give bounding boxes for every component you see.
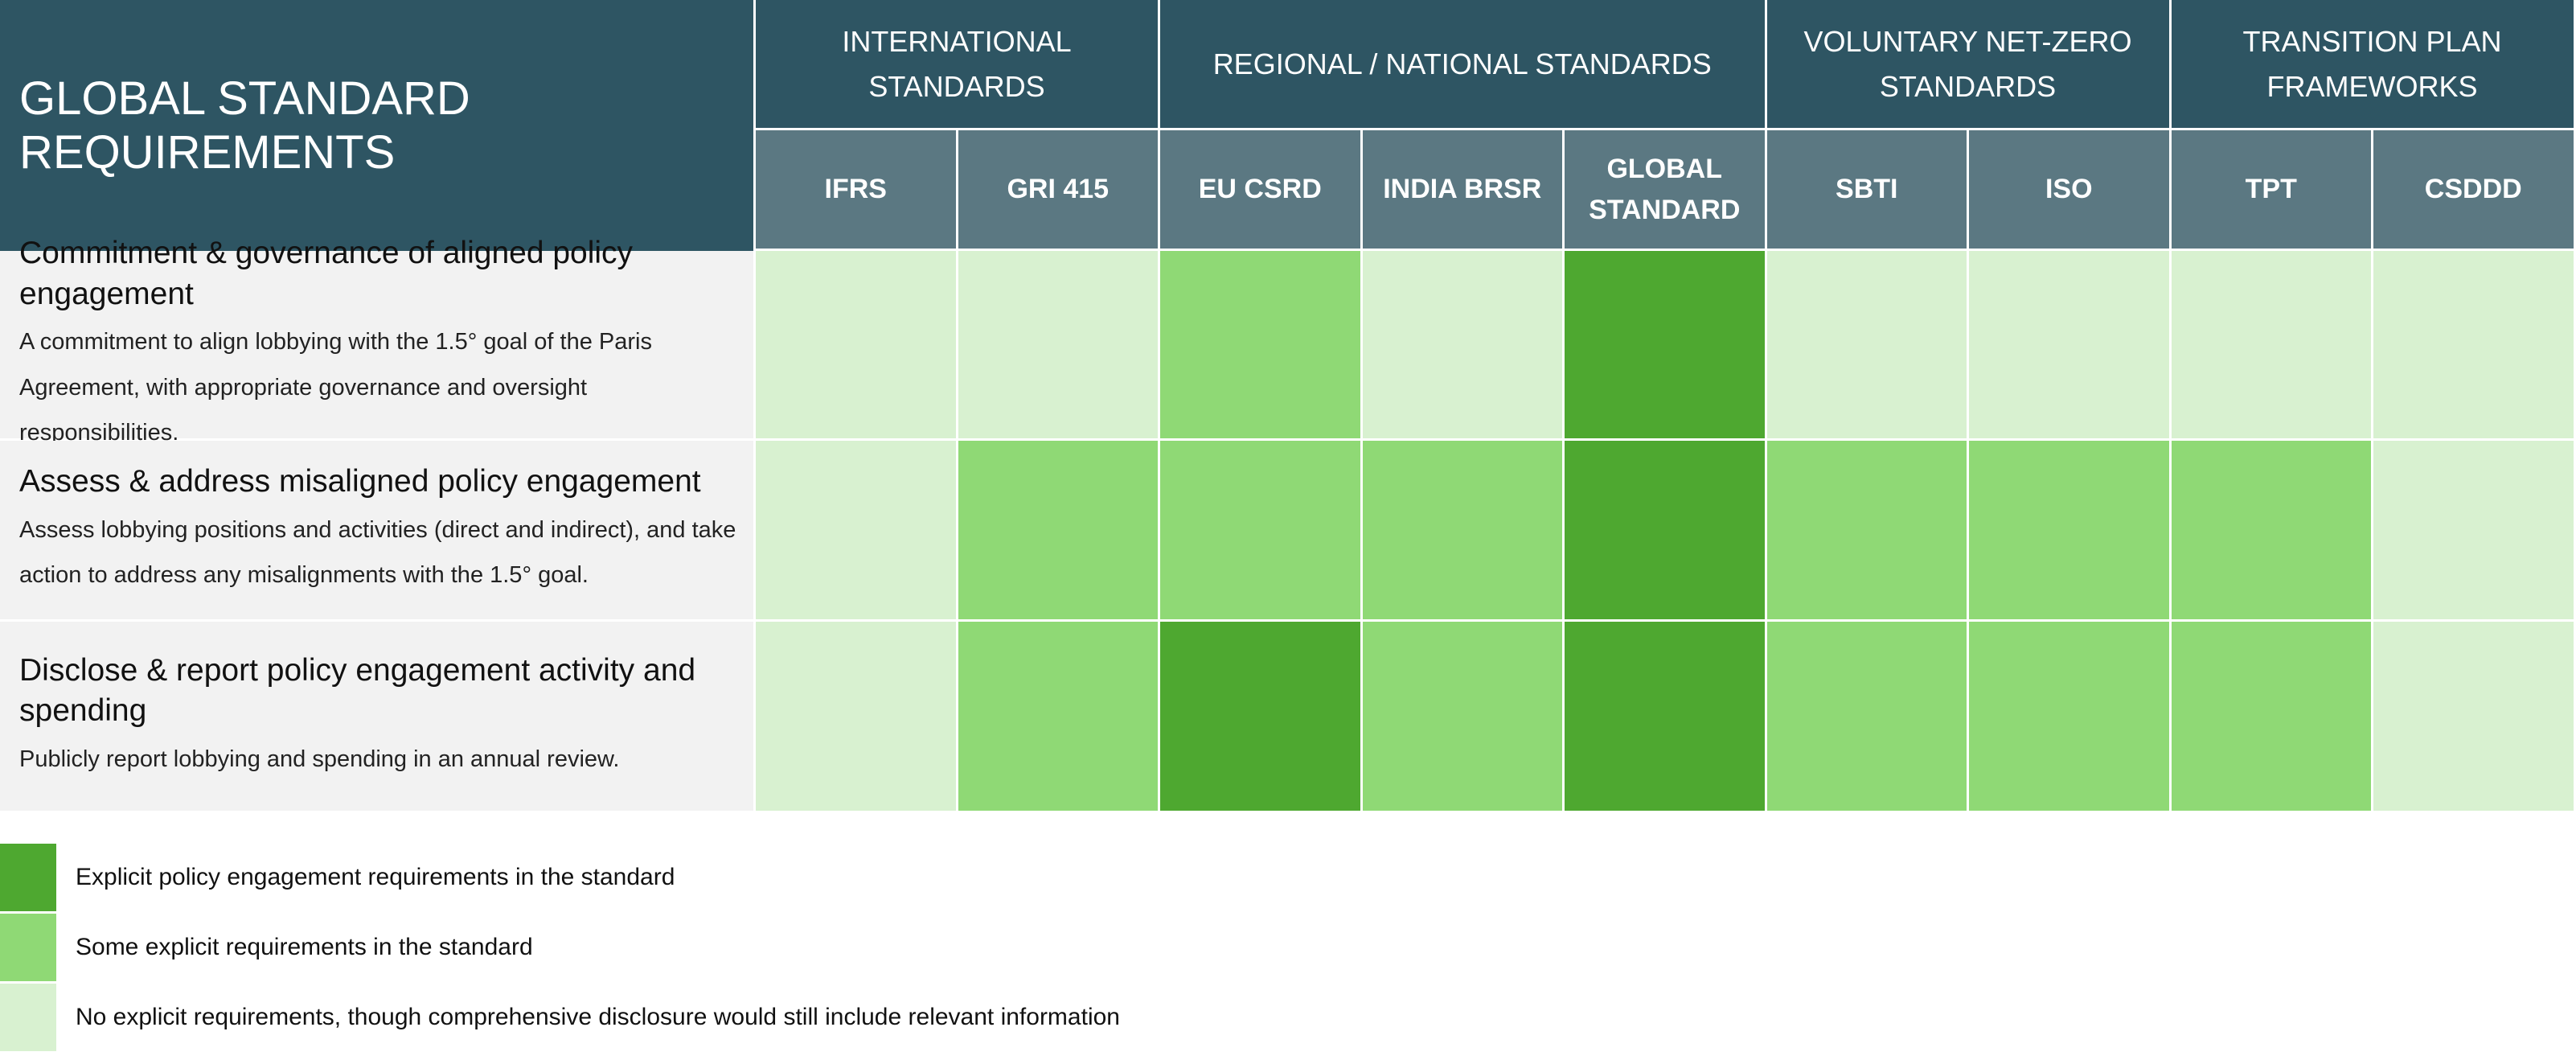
row-title: Commitment & governance of aligned polic… — [19, 236, 634, 311]
heatmap-cell — [2171, 251, 2373, 441]
heatmap-cell — [1969, 251, 2172, 441]
column-group-header: VOLUNTARY NET-ZERO STANDARDS — [1766, 0, 2172, 130]
column-group-header: TRANSITION PLAN FRAMEWORKS — [2171, 0, 2576, 130]
heatmap-cell — [958, 622, 1160, 813]
heatmap-cell — [1565, 441, 1767, 622]
legend-swatch — [0, 984, 56, 1051]
heatmap-cell — [2373, 251, 2576, 441]
heatmap-cell — [1362, 622, 1565, 813]
legend-label: Explicit policy engagement requirements … — [76, 864, 675, 890]
legend-label: No explicit requirements, though compreh… — [76, 1004, 1120, 1030]
column-header: SBTI — [1766, 130, 1969, 251]
column-group-header: REGIONAL / NATIONAL STANDARDS — [1160, 0, 1767, 130]
column-header: CSDDD — [2373, 130, 2576, 251]
column-group-header: INTERNATIONAL STANDARDS — [756, 0, 1160, 130]
heatmap-cell — [1766, 441, 1969, 622]
row-title: Assess & address misaligned policy engag… — [19, 464, 701, 499]
column-header: TPT — [2171, 130, 2373, 251]
legend-item: No explicit requirements, though compreh… — [0, 984, 1120, 1051]
column-header: EU CSRD — [1160, 130, 1363, 251]
heatmap-cell — [1362, 441, 1565, 622]
page-title: GLOBAL STANDARD REQUIREMENTS — [0, 0, 756, 251]
row-description: A commitment to align lobbying with the … — [19, 329, 652, 446]
heatmap-cell — [958, 441, 1160, 622]
row-title: Disclose & report policy engagement acti… — [19, 652, 696, 729]
heatmap-cell — [1766, 251, 1969, 441]
heatmap-cell — [1969, 441, 2172, 622]
heatmap-cell — [1362, 251, 1565, 441]
heatmap-cell — [2373, 622, 2576, 813]
row-label: Assess & address misaligned policy engag… — [0, 441, 756, 622]
column-header: GLOBAL STANDARD — [1565, 130, 1767, 251]
legend-item: Explicit policy engagement requirements … — [0, 844, 675, 911]
heatmap-cell — [958, 251, 1160, 441]
heatmap-cell — [756, 622, 958, 813]
row-description: Publicly report lobbying and spending in… — [19, 746, 620, 772]
column-header: ISO — [1969, 130, 2172, 251]
heatmap-cell — [2171, 622, 2373, 813]
heatmap-cell — [1565, 251, 1767, 441]
heatmap-cell — [756, 251, 958, 441]
column-header: GRI 415 — [958, 130, 1160, 251]
legend-swatch — [0, 914, 56, 981]
row-label: Commitment & governance of aligned polic… — [0, 236, 756, 446]
heatmap-cell — [1160, 441, 1363, 622]
heatmap-cell — [1969, 622, 2172, 813]
legend-item: Some explicit requirements in the standa… — [0, 914, 533, 981]
heatmap-cell — [1766, 622, 1969, 813]
requirements-matrix: GLOBAL STANDARD REQUIREMENTS INTERNATION… — [0, 0, 2576, 813]
legend-label: Some explicit requirements in the standa… — [76, 934, 533, 960]
column-header: IFRS — [756, 130, 958, 251]
column-header: INDIA BRSR — [1362, 130, 1565, 251]
heatmap-cell — [1565, 622, 1767, 813]
heatmap-cell — [1160, 622, 1363, 813]
heatmap-cell — [2171, 441, 2373, 622]
heatmap-cell — [756, 441, 958, 622]
legend-swatch — [0, 844, 56, 911]
heatmap-cell — [2373, 441, 2576, 622]
row-label: Disclose & report policy engagement acti… — [0, 622, 756, 813]
row-description: Assess lobbying positions and activities… — [19, 516, 736, 589]
heatmap-cell — [1160, 251, 1363, 441]
